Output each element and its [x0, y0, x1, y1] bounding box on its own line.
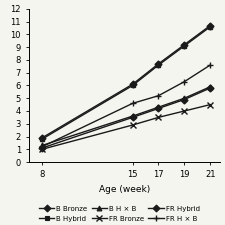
B H x B	[157, 106, 160, 108]
B Bronze	[183, 43, 186, 46]
B H x B	[131, 115, 134, 117]
Line: B H x B: B H x B	[40, 84, 213, 148]
B Hybrid	[183, 45, 186, 47]
B Bronze	[157, 63, 160, 65]
B Hybrid	[157, 64, 160, 66]
B Hybrid	[131, 84, 134, 87]
Line: B Bronze: B Bronze	[40, 23, 213, 140]
B Bronze	[131, 83, 134, 86]
FR H x B	[131, 102, 134, 105]
Line: FR Bronze: FR Bronze	[39, 102, 213, 152]
FR Bronze	[157, 116, 160, 119]
FR Bronze	[41, 148, 43, 151]
B Hybrid	[209, 25, 212, 28]
FR H x B	[209, 64, 212, 66]
FR Hybrid	[209, 87, 212, 89]
X-axis label: Age (week): Age (week)	[99, 185, 151, 194]
FR Hybrid	[41, 147, 43, 149]
FR Hybrid	[157, 107, 160, 110]
FR Hybrid	[131, 116, 134, 119]
B H x B	[183, 97, 186, 100]
Legend: B Bronze, B Hybrid, B H × B, FR Bronze, FR Hybrid, FR H × B: B Bronze, B Hybrid, B H × B, FR Bronze, …	[39, 206, 200, 222]
Line: B Hybrid: B Hybrid	[40, 25, 213, 142]
B H x B	[41, 144, 43, 147]
B H x B	[209, 86, 212, 88]
FR H x B	[41, 145, 43, 148]
FR Bronze	[131, 124, 134, 126]
FR Bronze	[183, 110, 186, 112]
B Bronze	[41, 136, 43, 139]
FR H x B	[183, 80, 186, 83]
FR H x B	[157, 94, 160, 97]
FR Hybrid	[183, 98, 186, 101]
B Hybrid	[41, 138, 43, 140]
Line: FR H x B: FR H x B	[39, 62, 213, 150]
Line: FR Hybrid: FR Hybrid	[40, 86, 213, 150]
FR Bronze	[209, 103, 212, 106]
B Bronze	[209, 24, 212, 27]
